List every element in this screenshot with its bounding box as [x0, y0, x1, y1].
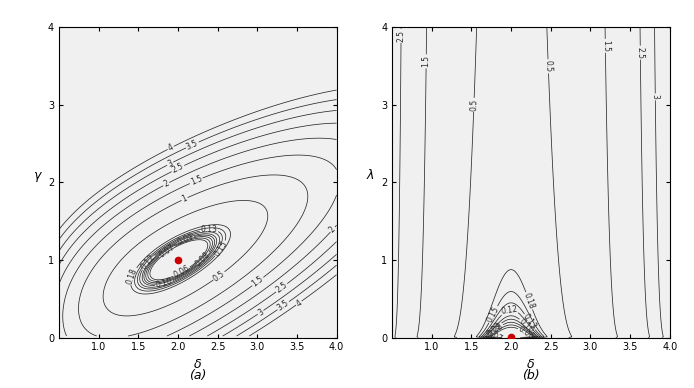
Text: 0.09: 0.09 — [485, 320, 504, 338]
Text: 4: 4 — [167, 143, 175, 153]
Text: 0.08: 0.08 — [486, 322, 505, 339]
Text: 3.5: 3.5 — [276, 298, 291, 313]
Text: 0.08: 0.08 — [194, 250, 212, 268]
Text: 1.5: 1.5 — [421, 55, 431, 68]
Text: 0.06: 0.06 — [172, 264, 192, 280]
Text: 0.18: 0.18 — [522, 291, 536, 310]
Text: 1.5: 1.5 — [251, 274, 265, 289]
Text: 2.5: 2.5 — [171, 162, 185, 175]
Text: 1.5: 1.5 — [601, 40, 610, 52]
Text: 0.09: 0.09 — [176, 232, 195, 247]
Text: 0.13: 0.13 — [521, 312, 539, 331]
Text: 0.5: 0.5 — [543, 60, 553, 73]
Text: 3: 3 — [256, 307, 265, 317]
Text: 1: 1 — [180, 194, 189, 204]
Text: 3.5: 3.5 — [185, 138, 200, 152]
Text: 2.5: 2.5 — [636, 47, 645, 59]
Y-axis label: γ: γ — [33, 169, 40, 182]
Text: 0.06: 0.06 — [517, 324, 536, 342]
Text: 4: 4 — [294, 298, 303, 308]
Text: (b): (b) — [522, 369, 540, 382]
Text: 0.12: 0.12 — [500, 304, 518, 316]
Text: 0.15: 0.15 — [212, 239, 229, 258]
Text: 0.10: 0.10 — [155, 277, 174, 290]
X-axis label: δ: δ — [527, 358, 534, 371]
Text: 2.5: 2.5 — [274, 281, 289, 295]
Text: 3: 3 — [651, 94, 660, 99]
Y-axis label: λ: λ — [366, 169, 373, 182]
Text: 0.5: 0.5 — [469, 99, 479, 111]
Text: (a): (a) — [189, 369, 207, 382]
Text: 0.07: 0.07 — [157, 242, 176, 260]
Text: 0.5: 0.5 — [212, 269, 226, 283]
Text: 2.5: 2.5 — [396, 30, 405, 42]
Text: 0.13: 0.13 — [201, 225, 217, 235]
Text: 0.15: 0.15 — [485, 305, 501, 324]
X-axis label: δ: δ — [194, 358, 201, 371]
Text: 0.18: 0.18 — [125, 267, 139, 285]
Text: 2: 2 — [328, 225, 338, 234]
Text: 3: 3 — [166, 159, 174, 169]
Text: 1.5: 1.5 — [189, 174, 203, 187]
Text: 0.07: 0.07 — [485, 330, 504, 345]
Text: 2: 2 — [162, 179, 171, 189]
Text: 0.10: 0.10 — [517, 317, 536, 335]
Text: 0.12: 0.12 — [139, 253, 157, 272]
